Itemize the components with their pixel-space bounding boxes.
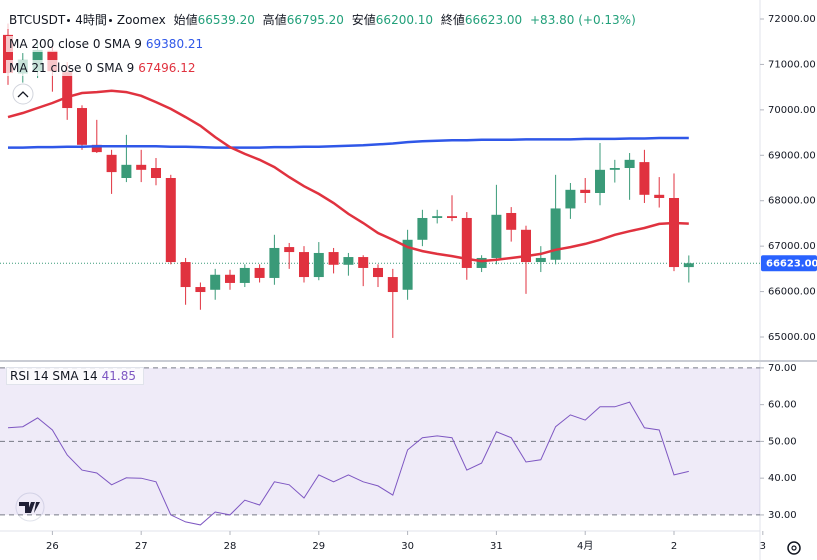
y-tick-label: 66000.00	[768, 287, 816, 298]
candle-body	[313, 252, 324, 278]
candle-body	[358, 257, 369, 268]
x-tick-label: 29	[312, 541, 325, 552]
x-tick-label: 2	[671, 541, 677, 552]
candle-body	[76, 108, 87, 145]
candle-body	[402, 239, 413, 290]
close-label: 終値	[440, 13, 465, 27]
candle-body	[269, 247, 280, 278]
candle-body	[299, 252, 309, 278]
header-legend: BTCUSDT 4時間 Zoomex 始値66539.20 高値66795.20 安…	[6, 10, 643, 29]
y-tick-label: 30.00	[768, 510, 797, 521]
candle-body	[432, 216, 443, 218]
x-tick-label: 31	[490, 541, 503, 552]
ma-line	[8, 136, 689, 149]
y-tick-label: 72000.00	[768, 14, 816, 25]
candle-body	[373, 267, 384, 278]
candle-body	[150, 168, 161, 179]
plot: 72000.00 71000.00 70000.00 69000.00 68000.00…	[0, 14, 817, 552]
price-tag	[761, 255, 817, 272]
interval: 4時間	[75, 13, 107, 27]
candle-body	[62, 72, 73, 109]
candle-body	[669, 197, 680, 268]
high-value: 66795.20	[286, 13, 344, 27]
legend-name: RSI 14 SMA 14	[10, 369, 98, 383]
tv-logo	[15, 492, 45, 522]
candle-body	[491, 214, 502, 258]
candle-body	[195, 287, 206, 293]
legend-name: MA 200 close 0 SMA 9	[9, 37, 142, 51]
candle-body	[654, 194, 665, 198]
change-value: +83.80 (+0.13%)	[530, 13, 636, 27]
candle-body	[343, 257, 354, 265]
ma200-legend: MA 200 close 0 SMA 9 69380.21	[6, 36, 211, 52]
x-tick-label: 28	[224, 541, 237, 552]
candle-body	[535, 257, 546, 263]
candle-body	[284, 247, 295, 253]
rsi-line	[7, 401, 689, 526]
candle-body	[328, 252, 339, 265]
candle-body	[683, 263, 694, 268]
y-tick-label: 71000.00	[768, 59, 816, 70]
y-tick-label: 69000.00	[768, 150, 816, 161]
candle-body	[224, 274, 235, 283]
candle-body	[417, 217, 428, 240]
candle-body	[624, 159, 635, 169]
legend-name: MA 21 close 0 SMA 9	[9, 61, 135, 75]
candle-body	[136, 164, 147, 170]
candle-body	[447, 216, 458, 218]
candle-body	[609, 168, 620, 170]
candle-body	[239, 267, 250, 283]
ma21-legend: MA 21 close 0 SMA 9 67496.12	[6, 60, 203, 76]
open-value: 66539.20	[197, 13, 255, 27]
low-label: 安値	[351, 13, 376, 27]
y-tick-label: 70.00	[768, 363, 797, 374]
x-tick-label: 4月	[577, 540, 593, 552]
candle-body	[254, 267, 265, 278]
x-tick-label: 27	[135, 541, 148, 552]
x-tick-label: 26	[46, 541, 59, 552]
ma-line	[7, 89, 689, 263]
high-label: 高値	[262, 13, 287, 27]
y-tick-label: 65000.00	[768, 332, 816, 343]
y-tick-label: 50.00	[768, 436, 797, 447]
candle-body	[595, 169, 606, 193]
candle-body	[506, 212, 517, 230]
y-tick-label: 70000.00	[768, 105, 816, 116]
candle-body	[210, 274, 221, 290]
candle-body	[521, 229, 532, 263]
candle-body	[180, 262, 191, 288]
candle-body	[565, 189, 576, 209]
y-tick-label: 68000.00	[768, 196, 816, 207]
collapse-button[interactable]	[12, 83, 34, 105]
y-tick-label: 40.00	[768, 473, 797, 484]
candle-body	[550, 208, 561, 260]
x-tick-label: 3	[760, 541, 766, 552]
y-tick-label: 67000.00	[768, 241, 816, 252]
low-value: 66200.10	[375, 13, 434, 27]
candle-body	[476, 257, 487, 268]
symbol: BTCUSDT	[9, 13, 66, 27]
price-tag-label: 66623.00	[766, 258, 817, 269]
x-tick-label: 30	[401, 541, 414, 552]
y-tick-label: 60.00	[768, 400, 797, 411]
candle-body	[639, 162, 650, 195]
candle-body	[106, 154, 117, 173]
open-label: 始値	[173, 13, 198, 27]
candle-body	[91, 144, 102, 153]
candle-body	[165, 178, 176, 263]
candle-body	[580, 189, 591, 193]
rsi-legend: RSI 14 SMA 14 41.85	[6, 367, 145, 385]
candle-body	[121, 164, 132, 179]
candle-body	[387, 277, 398, 293]
settings-icon[interactable]	[787, 541, 801, 555]
candle-body	[2, 34, 13, 74]
exchange: Zoomex	[116, 13, 166, 27]
legend-value: 67496.12	[138, 61, 196, 75]
legend-value: 69380.21	[145, 37, 204, 51]
legend-value: 41.85	[101, 369, 137, 383]
candle-body	[461, 217, 472, 268]
close-value: 66623.00	[464, 13, 523, 27]
